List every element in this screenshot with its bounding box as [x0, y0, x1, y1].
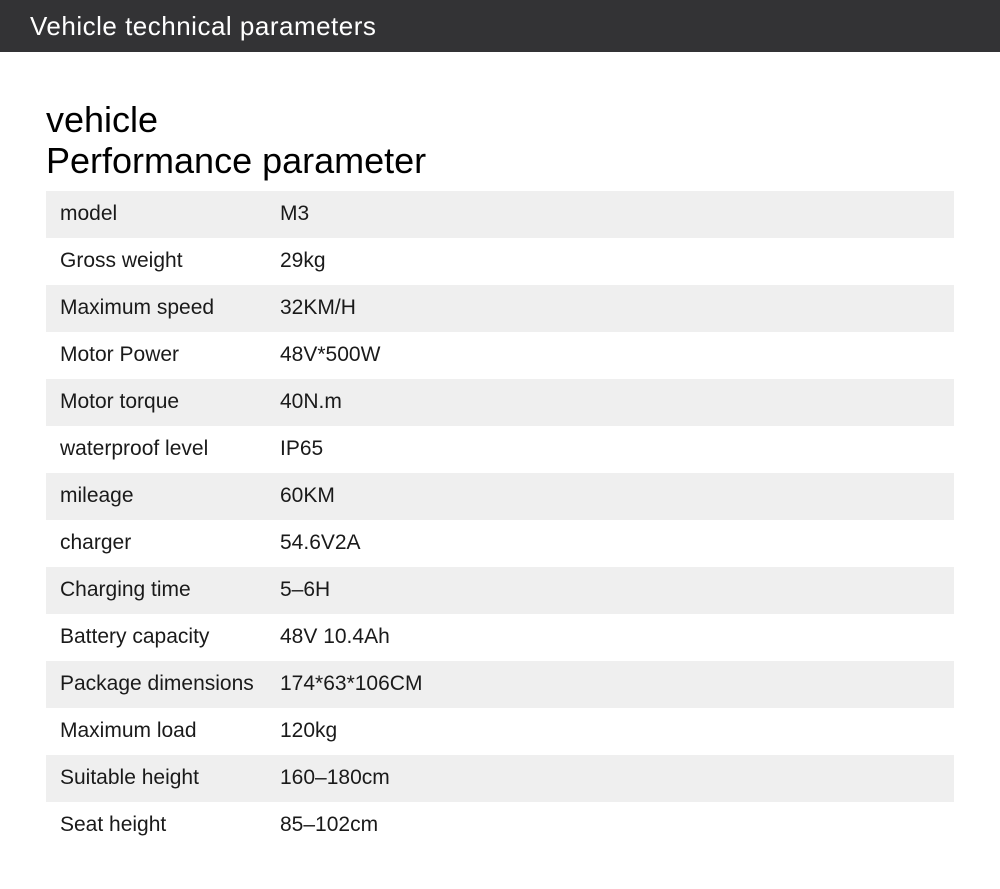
spec-label: Charging time — [60, 578, 280, 602]
spec-table: model M3 Gross weight 29kg Maximum speed… — [46, 191, 954, 849]
spec-value: 160–180cm — [280, 766, 390, 790]
spec-label: Seat height — [60, 813, 280, 837]
spec-value: 60KM — [280, 484, 335, 508]
table-row: Seat height 85–102cm — [46, 802, 954, 849]
spec-value: M3 — [280, 202, 309, 226]
spec-value: 120kg — [280, 719, 337, 743]
spec-value: 54.6V2A — [280, 531, 361, 555]
spec-value: 48V 10.4Ah — [280, 625, 390, 649]
table-row: Battery capacity 48V 10.4Ah — [46, 614, 954, 661]
spec-label: Package dimensions — [60, 672, 280, 696]
spec-label: Maximum load — [60, 719, 280, 743]
table-row: Maximum load 120kg — [46, 708, 954, 755]
table-row: Motor torque 40N.m — [46, 379, 954, 426]
table-row: charger 54.6V2A — [46, 520, 954, 567]
spec-value: 40N.m — [280, 390, 342, 414]
spec-label: Suitable height — [60, 766, 280, 790]
spec-label: Battery capacity — [60, 625, 280, 649]
spec-label: Maximum speed — [60, 296, 280, 320]
spec-value: IP65 — [280, 437, 323, 461]
spec-value: 5–6H — [280, 578, 330, 602]
table-row: Gross weight 29kg — [46, 238, 954, 285]
spec-label: mileage — [60, 484, 280, 508]
spec-label: Gross weight — [60, 249, 280, 273]
spec-value: 48V*500W — [280, 343, 380, 367]
spec-label: model — [60, 202, 280, 226]
spec-label: charger — [60, 531, 280, 555]
table-row: mileage 60KM — [46, 473, 954, 520]
table-row: Motor Power 48V*500W — [46, 332, 954, 379]
section-title: vehicle Performance parameter — [46, 100, 954, 181]
spec-value: 85–102cm — [280, 813, 378, 837]
header-bar: Vehicle technical parameters — [0, 0, 1000, 52]
table-row: waterproof level IP65 — [46, 426, 954, 473]
content-area: vehicle Performance parameter model M3 G… — [0, 52, 1000, 849]
spec-label: waterproof level — [60, 437, 280, 461]
table-row: Suitable height 160–180cm — [46, 755, 954, 802]
section-title-line2: Performance parameter — [46, 140, 954, 181]
table-row: Charging time 5–6H — [46, 567, 954, 614]
spec-value: 32KM/H — [280, 296, 356, 320]
spec-value: 174*63*106CM — [280, 672, 422, 696]
table-row: Maximum speed 32KM/H — [46, 285, 954, 332]
spec-label: Motor torque — [60, 390, 280, 414]
table-row: model M3 — [46, 191, 954, 238]
table-row: Package dimensions 174*63*106CM — [46, 661, 954, 708]
section-title-line1: vehicle — [46, 100, 954, 140]
spec-value: 29kg — [280, 249, 326, 273]
header-title: Vehicle technical parameters — [30, 11, 376, 42]
spec-label: Motor Power — [60, 343, 280, 367]
